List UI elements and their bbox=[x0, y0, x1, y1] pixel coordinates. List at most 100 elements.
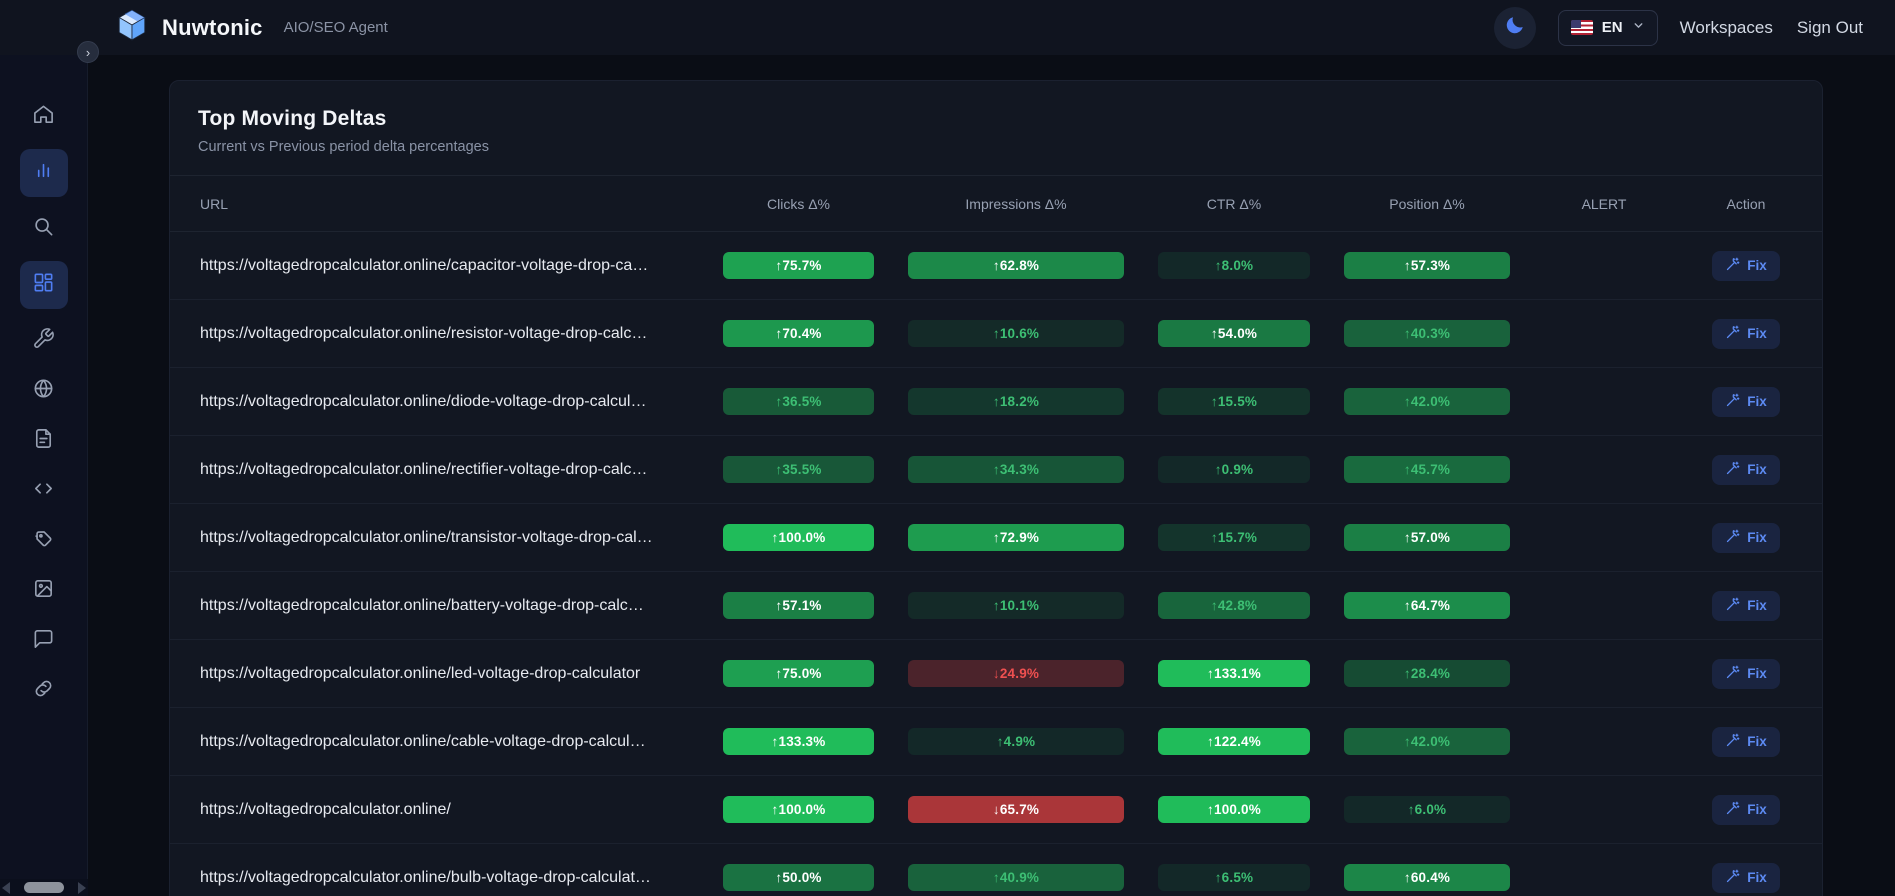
table-row: https://voltagedropcalculator.online/tra… bbox=[170, 504, 1822, 572]
position-delta-cell: ↑57.3% bbox=[1344, 252, 1510, 279]
tags-icon bbox=[32, 527, 55, 555]
ctr-delta-badge: ↑0.9% bbox=[1158, 456, 1310, 483]
fix-button[interactable]: Fix bbox=[1712, 590, 1780, 621]
language-selector[interactable]: EN bbox=[1557, 9, 1658, 46]
language-label: EN bbox=[1601, 19, 1623, 36]
ctr-delta-badge: ↑133.1% bbox=[1158, 660, 1310, 687]
brand-tagline: AIO/SEO Agent bbox=[283, 19, 388, 36]
fix-button[interactable]: Fix bbox=[1712, 862, 1780, 893]
fix-button[interactable]: Fix bbox=[1712, 454, 1780, 485]
ctr-delta-badge: ↑42.8% bbox=[1158, 592, 1310, 619]
horizontal-scrollbar bbox=[0, 879, 88, 896]
position-delta-badge: ↑64.7% bbox=[1344, 592, 1510, 619]
sidebar-item-code[interactable] bbox=[20, 473, 68, 509]
clicks-delta-cell: ↑57.1% bbox=[723, 592, 874, 619]
clicks-delta-badge: ↑133.3% bbox=[723, 728, 874, 755]
scroll-right-arrow[interactable] bbox=[78, 881, 86, 894]
impressions-delta-badge: ↑40.9% bbox=[908, 864, 1124, 891]
globe-icon bbox=[32, 377, 55, 405]
clicks-delta-cell: ↑75.7% bbox=[723, 252, 874, 279]
position-delta-badge: ↑60.4% bbox=[1344, 864, 1510, 891]
brand: Nuwtonic AIO/SEO Agent bbox=[0, 8, 388, 47]
clicks-delta-badge: ↑75.0% bbox=[723, 660, 874, 687]
fix-label: Fix bbox=[1747, 326, 1767, 341]
impressions-delta-cell: ↑4.9% bbox=[908, 728, 1124, 755]
clicks-delta-badge: ↑50.0% bbox=[723, 864, 874, 891]
clicks-delta-badge: ↑75.7% bbox=[723, 252, 874, 279]
table-row: https://voltagedropcalculator.online/bat… bbox=[170, 572, 1822, 640]
url-cell: https://voltagedropcalculator.online/ bbox=[200, 800, 451, 818]
position-delta-badge: ↑45.7% bbox=[1344, 456, 1510, 483]
impressions-delta-badge: ↑34.3% bbox=[908, 456, 1124, 483]
sidebar-item-grid[interactable] bbox=[19, 261, 68, 309]
table-body: https://voltagedropcalculator.online/cap… bbox=[170, 232, 1822, 896]
fix-button[interactable]: Fix bbox=[1712, 658, 1780, 689]
fix-button[interactable]: Fix bbox=[1712, 522, 1780, 553]
url-cell: https://voltagedropcalculator.online/rec… bbox=[200, 460, 648, 478]
sidebar-item-search[interactable] bbox=[20, 211, 68, 247]
moon-icon bbox=[1504, 14, 1526, 41]
sidebar-nav bbox=[0, 55, 88, 896]
position-delta-badge: ↑6.0% bbox=[1344, 796, 1510, 823]
impressions-delta-badge: ↓65.7% bbox=[908, 796, 1124, 823]
impressions-delta-badge: ↑62.8% bbox=[908, 252, 1124, 279]
clicks-delta-cell: ↑75.0% bbox=[723, 660, 874, 687]
sidebar-item-chat[interactable] bbox=[20, 623, 68, 659]
signout-link[interactable]: Sign Out bbox=[1796, 17, 1863, 37]
sidebar-collapse-button[interactable]: › bbox=[77, 41, 99, 63]
clicks-delta-cell: ↑100.0% bbox=[723, 524, 874, 551]
url-cell: https://voltagedropcalculator.online/dio… bbox=[200, 392, 647, 410]
col-header-action: Action bbox=[1726, 195, 1766, 212]
col-header-alert: ALERT bbox=[1581, 195, 1627, 212]
clicks-delta-cell: ↑100.0% bbox=[723, 796, 874, 823]
sidebar-item-globe[interactable] bbox=[20, 373, 68, 409]
sidebar-item-tags[interactable] bbox=[20, 523, 68, 559]
ctr-delta-badge: ↑100.0% bbox=[1158, 796, 1310, 823]
impressions-delta-cell: ↑10.1% bbox=[908, 592, 1124, 619]
fix-button[interactable]: Fix bbox=[1712, 250, 1780, 281]
url-cell: https://voltagedropcalculator.online/cab… bbox=[200, 732, 646, 750]
col-header-impressions: Impressions Δ% bbox=[965, 195, 1067, 212]
sidebar-item-image[interactable] bbox=[20, 573, 68, 609]
table-row: https://voltagedropcalculator.online/dio… bbox=[170, 368, 1822, 436]
fix-label: Fix bbox=[1747, 734, 1767, 749]
home-icon bbox=[32, 103, 55, 131]
impressions-delta-cell: ↑40.9% bbox=[908, 864, 1124, 891]
ctr-delta-cell: ↑100.0% bbox=[1158, 796, 1310, 823]
clicks-delta-badge: ↑70.4% bbox=[723, 320, 874, 347]
workspaces-link[interactable]: Workspaces bbox=[1679, 17, 1773, 37]
sidebar-item-wrench[interactable] bbox=[20, 323, 68, 359]
clicks-delta-cell: ↑35.5% bbox=[723, 456, 874, 483]
table-row: https://voltagedropcalculator.online/led… bbox=[170, 640, 1822, 708]
dark-mode-toggle[interactable] bbox=[1493, 6, 1536, 49]
ctr-delta-cell: ↑122.4% bbox=[1158, 728, 1310, 755]
fix-button[interactable]: Fix bbox=[1712, 386, 1780, 417]
ctr-delta-cell: ↑54.0% bbox=[1158, 320, 1310, 347]
url-cell: https://voltagedropcalculator.online/bul… bbox=[200, 868, 651, 886]
fix-label: Fix bbox=[1747, 870, 1767, 885]
clicks-delta-badge: ↑36.5% bbox=[723, 388, 874, 415]
magic-wand-icon bbox=[1725, 461, 1740, 479]
sidebar-item-bar-chart[interactable] bbox=[19, 149, 68, 197]
fix-button[interactable]: Fix bbox=[1712, 318, 1780, 349]
chat-icon bbox=[32, 627, 55, 655]
position-delta-badge: ↑57.0% bbox=[1344, 524, 1510, 551]
sidebar-item-link[interactable] bbox=[20, 673, 68, 709]
scroll-left-arrow[interactable] bbox=[2, 881, 10, 894]
impressions-delta-cell: ↑72.9% bbox=[908, 524, 1124, 551]
us-flag-icon bbox=[1570, 20, 1593, 35]
fix-button[interactable]: Fix bbox=[1712, 794, 1780, 825]
impressions-delta-badge: ↑18.2% bbox=[908, 388, 1124, 415]
magic-wand-icon bbox=[1725, 665, 1740, 683]
sidebar-item-home[interactable] bbox=[20, 99, 68, 135]
magic-wand-icon bbox=[1725, 733, 1740, 751]
position-delta-cell: ↑28.4% bbox=[1344, 660, 1510, 687]
fix-button[interactable]: Fix bbox=[1712, 726, 1780, 757]
search-icon bbox=[32, 215, 55, 243]
ctr-delta-cell: ↑15.7% bbox=[1158, 524, 1310, 551]
url-cell: https://voltagedropcalculator.online/cap… bbox=[200, 256, 649, 274]
ctr-delta-cell: ↑0.9% bbox=[1158, 456, 1310, 483]
url-cell: https://voltagedropcalculator.online/res… bbox=[200, 324, 648, 342]
scrollbar-thumb[interactable] bbox=[24, 882, 64, 893]
sidebar-item-document[interactable] bbox=[20, 423, 68, 459]
